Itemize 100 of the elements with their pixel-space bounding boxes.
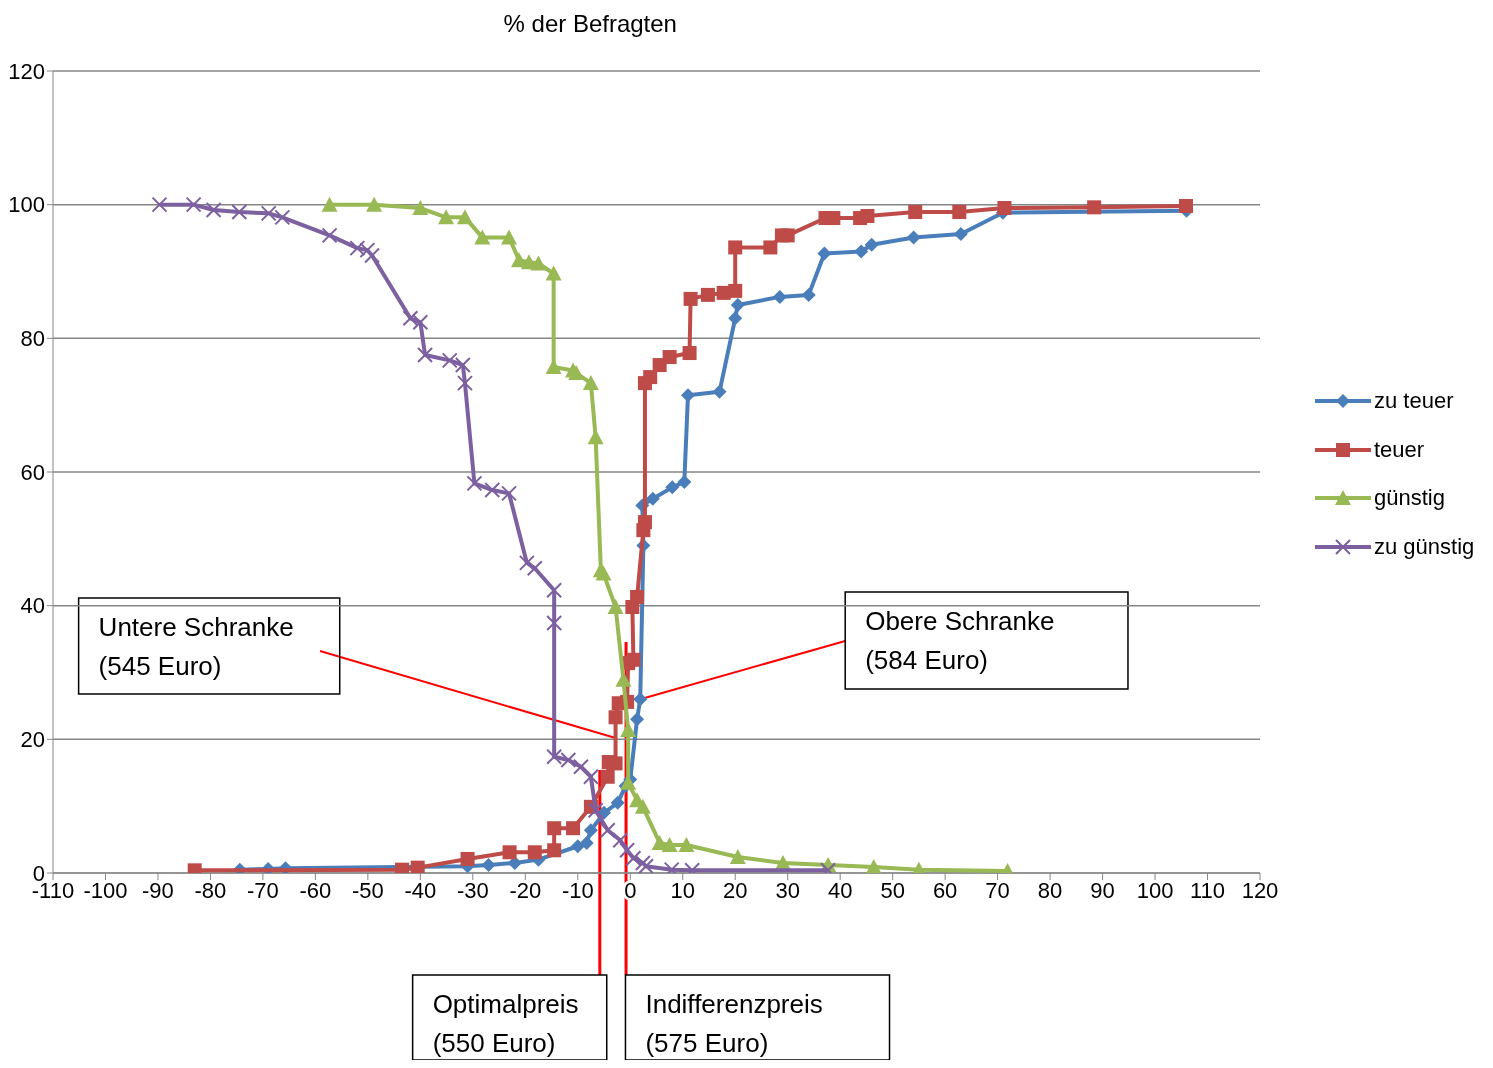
point [730,297,745,312]
point [728,311,743,326]
point [610,795,625,810]
annotation: Untere Schranke (545 Euro) [98,612,294,681]
point [680,388,695,403]
point [728,283,743,298]
point [700,287,715,302]
x-tick-label: 120 [1241,877,1279,903]
point [608,756,623,771]
point [546,582,563,599]
x-tick-label: -10 [561,877,594,903]
point [678,836,695,852]
point [615,671,632,687]
point [677,475,692,490]
y-axis-title: % der Befragten [502,10,678,38]
point [801,287,816,302]
point [952,205,967,220]
point [484,482,501,499]
point [417,347,434,364]
point [546,615,563,632]
point [151,196,168,213]
point [854,244,869,259]
x-tick-label: 80 [1037,877,1063,903]
point [908,205,923,220]
x-tick-label: -80 [194,877,227,903]
x-tick-label: 90 [1090,877,1115,903]
point [587,802,604,819]
point [662,350,677,365]
y-tick-label: 100 [8,192,45,218]
x-tick-label: -50 [351,877,384,903]
point [501,485,518,502]
point [502,845,517,860]
x-tick-label: 50 [880,877,905,903]
point [205,202,222,219]
point [997,201,1012,216]
x-tick-label: 10 [670,877,695,903]
point [456,209,473,225]
point [607,599,624,614]
point [619,842,636,859]
point [638,858,654,873]
point [474,229,491,245]
point [547,821,562,836]
point [231,204,248,221]
point [630,589,645,604]
x-tick-label: 40 [827,877,853,903]
point [630,712,645,727]
point [566,821,581,836]
point [1179,199,1194,213]
point [953,227,968,242]
point [665,480,680,495]
point [530,255,547,271]
point [274,209,291,226]
point [412,314,429,331]
point [321,196,338,212]
point [728,240,743,255]
point [599,822,616,839]
point [501,229,518,245]
x-tick-label: -70 [247,877,279,903]
point [260,205,277,222]
point [412,200,429,216]
x-tick-label: -60 [299,877,332,903]
ref-line-label: Optimalpreis (550 Euro) [432,989,579,1058]
point [364,247,381,264]
point [526,560,543,577]
x-tick-label: -30 [456,877,489,903]
point [645,491,660,506]
point [572,758,589,775]
point [817,246,832,261]
x-tick-label: 100 [1136,877,1174,903]
point [545,265,562,281]
point [466,475,483,492]
point [780,228,795,243]
point [612,832,629,849]
legend-label: teuer [1374,436,1425,463]
point [527,845,542,860]
x-tick-label: 60 [932,877,958,903]
x-tick-label: -90 [142,877,174,903]
point [481,857,496,872]
point [763,240,778,255]
point [661,836,678,852]
point [547,843,562,858]
point [359,242,376,259]
x-tick-label: 30 [775,877,800,903]
point [402,310,419,327]
x-tick-label: -40 [404,877,437,903]
point [772,289,787,304]
y-tick-label: 80 [20,326,45,352]
point [906,230,921,245]
point [600,769,615,784]
ref-line-label: Indifferenzpreis (575 Euro) [645,989,823,1058]
legend-label: günstig [1374,485,1445,512]
point [712,384,727,399]
point [460,851,475,866]
x-tick-label: -100 [83,877,128,903]
point [633,692,648,707]
point [454,357,471,374]
point [608,710,623,725]
point [366,196,383,212]
point [625,850,642,867]
y-tick-label: 20 [20,727,45,753]
